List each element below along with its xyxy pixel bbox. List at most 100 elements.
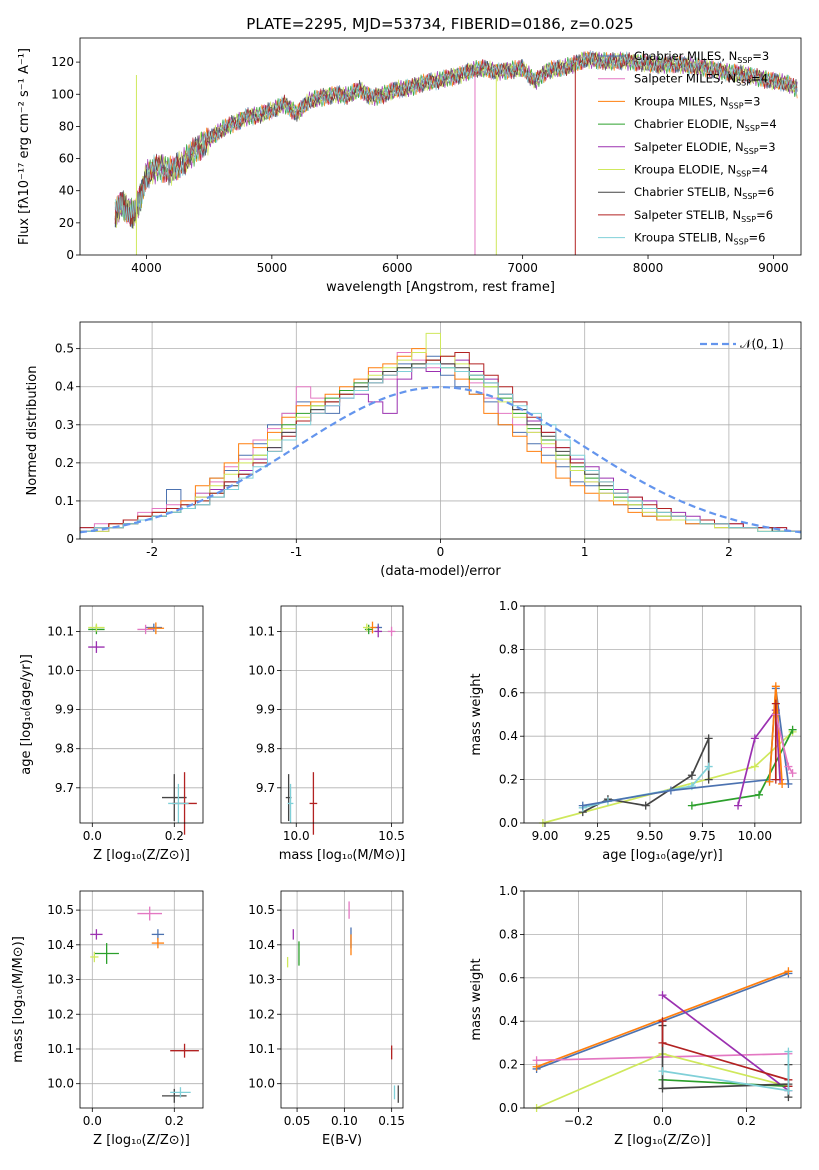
y-tick-label: 10.0: [47, 1077, 74, 1091]
y-tick-label: 0.5: [55, 342, 74, 356]
axes-frame: -2 -1 0 1 2 0 0.1 0.2 0.3 0.4 0.5 (data-model)/erro…: [25, 321, 802, 579]
axes-frame: 10.0 10.5 9.7 9.8 9.9 10.0 10.1 mass [log₁₀(M/M…: [248, 605, 405, 863]
x-tick-label: 5000: [257, 261, 288, 275]
y-tick-label: 100: [51, 87, 74, 101]
weight-marker: [788, 725, 797, 734]
y-tick-label: 0.4: [499, 729, 518, 743]
weight-line: [582, 688, 790, 807]
mass-vs-metallicity-panel: 0.0 0.2 10.0 10.1 10.2 10.3 10.4 10.5 Z [log₁₀(Z…: [11, 890, 204, 1148]
weight-vs-age-panel: 9.00 9.25 9.50 9.75 10.00 0.0 0.2 0.4 0.6 0.8 1.0 a…: [469, 599, 802, 863]
y-tick-label: 10.4: [47, 938, 74, 952]
axes-frame: 0.0 0.2 9.7 9.8 9.9 10.0 10.1 Z [log₁₀(Z/Z⊙)] ag…: [19, 605, 204, 863]
y-tick-label: 1.0: [499, 599, 518, 613]
weight-line: [661, 994, 790, 1093]
weight-marker: [687, 801, 696, 810]
x-axis-label: Z [log₁₀(Z/Z⊙)]: [93, 848, 190, 863]
x-tick-label: 10.0: [283, 829, 310, 843]
y-tick-label: 0: [66, 532, 74, 546]
weight-marker: [750, 762, 759, 771]
y-tick-label: 60: [59, 152, 74, 166]
figure-title: PLATE=2295, MJD=53734, FIBERID=0186, z=0…: [246, 15, 633, 33]
y-tick-label: 9.7: [55, 781, 74, 795]
axes-border: [79, 605, 204, 824]
y-tick-label: 10.2: [47, 1007, 74, 1021]
y-tick-label: 10.1: [248, 624, 275, 638]
weight-marker: [784, 1086, 793, 1095]
spectrum-line: [114, 50, 798, 223]
legend-label: Kroupa STELIB, NSSP=6: [634, 231, 765, 247]
x-tick-label: 9.00: [532, 829, 559, 843]
y-tick-label: 0.8: [499, 642, 518, 656]
y-tick-label: 40: [59, 184, 74, 198]
weight-marker: [658, 1038, 667, 1047]
x-tick-label: 10.00: [738, 829, 772, 843]
x-tick-label: 1: [581, 545, 589, 559]
x-tick-label: 4000: [131, 261, 162, 275]
weight-marker: [755, 790, 764, 799]
y-tick-label: 0.6: [499, 686, 518, 700]
weight-marker: [771, 775, 780, 784]
y-tick-label: 10.1: [248, 1042, 275, 1056]
plot-area: [285, 621, 396, 835]
x-tick-label: 8000: [633, 261, 664, 275]
weight-marker: [771, 682, 780, 691]
x-axis-label: Z [log₁₀(Z/Z⊙)]: [93, 1133, 190, 1148]
legend-label: Salpeter STELIB, NSSP=6: [634, 208, 773, 224]
weight-marker: [578, 801, 587, 810]
x-tick-label: 6000: [382, 261, 413, 275]
x-tick-label: 0.10: [331, 1114, 358, 1128]
weight-marker: [658, 1017, 667, 1026]
weight-marker: [704, 734, 713, 743]
y-tick-label: 9.7: [256, 781, 275, 795]
y-tick-label: 10.1: [47, 1042, 74, 1056]
axes-border: [280, 890, 404, 1109]
x-tick-label: 0.15: [378, 1114, 405, 1128]
weight-marker: [734, 801, 743, 810]
x-tick-label: 9.25: [584, 829, 611, 843]
y-tick-label: 0.1: [55, 494, 74, 508]
weight-marker: [666, 786, 675, 795]
y-tick-label: 10.3: [47, 973, 74, 987]
age-vs-mass-panel: 10.0 10.5 9.7 9.8 9.9 10.0 10.1 mass [log₁₀(M/M…: [248, 605, 405, 863]
axes-border: [79, 37, 802, 256]
legend-label: Salpeter MILES, NSSP=4: [634, 72, 768, 88]
x-tick-label: −0.2: [564, 1114, 593, 1128]
axes-border: [280, 605, 404, 824]
legend-label: Kroupa MILES, NSSP=3: [634, 94, 760, 110]
y-axis-label: mass weight: [469, 673, 484, 755]
weight-marker: [778, 779, 787, 788]
y-axis-label: Normed distribution: [25, 366, 40, 496]
x-tick-label: 0.05: [284, 1114, 311, 1128]
spectrum-panel: 4000 5000 6000 7000 8000 9000 0 20 40 60 80 100 120 w…: [17, 37, 802, 295]
x-tick-label: 10.5: [378, 829, 405, 843]
x-axis-label: Z [log₁₀(Z/Z⊙)]: [614, 1133, 711, 1148]
weight-marker: [784, 967, 793, 976]
x-tick-label: 9.50: [637, 829, 664, 843]
weight-marker: [788, 769, 797, 778]
y-tick-label: 0.0: [499, 816, 518, 830]
y-tick-label: 0.2: [499, 773, 518, 787]
axes-border: [523, 605, 802, 824]
y-tick-label: 0.4: [499, 1014, 518, 1028]
y-tick-label: 10.0: [248, 664, 275, 678]
x-tick-label: -1: [290, 545, 302, 559]
x-tick-label: 0.0: [83, 829, 102, 843]
plot-area: [114, 50, 798, 255]
axes-frame: 9.00 9.25 9.50 9.75 10.00 0.0 0.2 0.4 0.6 0.8 1.0 a…: [469, 599, 802, 863]
weight-marker: [704, 762, 713, 771]
y-tick-label: 20: [59, 216, 74, 230]
y-axis-label: age [log₁₀(age/yr)]: [19, 654, 34, 775]
weight-marker: [658, 1084, 667, 1093]
legend-label: 𝒩(0, 1): [740, 337, 784, 351]
gaussian-curve: [79, 385, 802, 534]
x-tick-label: 0.0: [83, 1114, 102, 1128]
axes-frame: 0.05 0.10 0.15 10.0 10.1 10.2 10.3 10.4 10.5 E(B-…: [248, 890, 405, 1148]
x-axis-label: age [log₁₀(age/yr)]: [602, 848, 723, 863]
plot-area: [538, 682, 797, 827]
y-axis-label: mass weight: [469, 958, 484, 1040]
y-tick-label: 10.4: [248, 938, 275, 952]
weight-marker: [704, 775, 713, 784]
spectrum-legend: Chabrier MILES, NSSP=3 Salpeter MILES, NS…: [598, 49, 777, 247]
grid-lines: [281, 891, 403, 1108]
